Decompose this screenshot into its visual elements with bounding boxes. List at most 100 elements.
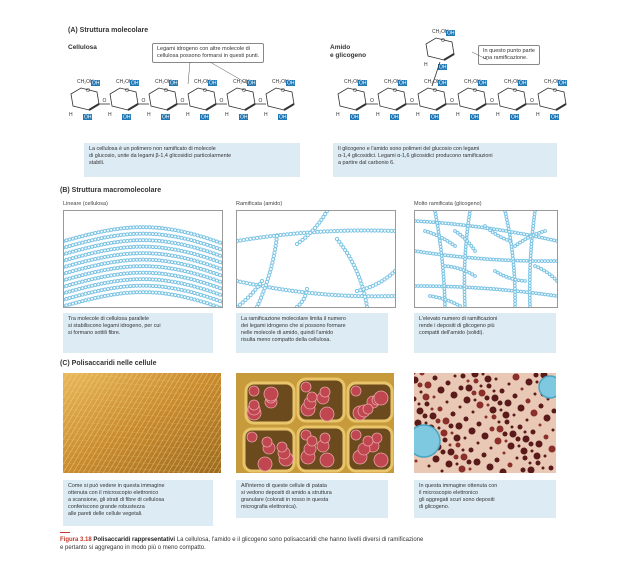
starch-granule [362,435,374,447]
glucose-bead [303,293,308,298]
glucose-bead [74,294,78,299]
glucose-bead [166,292,171,297]
cellulose-fiber [63,396,221,410]
oh-highlight [558,80,567,86]
glucose-bead [221,300,222,304]
glycogen-deposit [455,462,459,466]
glucose-bead [539,259,544,263]
glucose-bead [112,266,117,271]
glucose-bead [157,251,162,256]
glycogen-deposit [525,378,533,386]
linear-label: Lineare (cellulosa) [63,201,108,207]
glucose-bead [463,250,468,255]
cellulose-micrograph [63,373,221,473]
caption-line: si stabiliscono legami idrogeno, per cui [68,323,161,329]
glucose-bead [208,302,213,307]
glycogen-deposit [440,429,448,437]
oh-label: OH [519,81,527,87]
glucose-bead [509,244,514,249]
glucose-bead [115,226,120,231]
oh-highlight [239,114,248,120]
glucose-bead [83,265,88,270]
glucose-bead [488,228,492,233]
glucose-bead [141,270,146,275]
glucose-bead [118,265,123,270]
glucose-bead [321,214,326,220]
glucose-bead [512,280,517,285]
glucose-bead [122,239,126,244]
figure-text-line: e pertanto si aggregano in modo più o me… [60,545,206,551]
glucose-bead [298,231,303,236]
glucose-bead [255,284,260,289]
glucose-bead [364,304,370,307]
hydrogen-label: H [536,112,540,118]
glycogen-deposit [437,406,443,412]
glucose-bead [337,239,342,244]
caption-line: il microscopio elettronico [419,490,479,496]
cellulose-fiber [63,373,119,466]
glycogen-deposit [520,387,524,391]
branched-label: Ramificata (amido) [236,201,283,207]
glucose-bead [476,256,481,261]
glucose-bead [431,220,436,225]
glucose-bead [498,228,502,232]
ring-bond [166,103,178,111]
glucose-bead [202,287,206,292]
glucose-bead [555,259,557,263]
glucose-bead [182,269,187,274]
glucose-bead [440,221,445,225]
glycogen-deposit [458,405,462,409]
oh-highlight [200,114,209,120]
glucose-bead [471,246,476,251]
glucose-bead [189,264,194,269]
glucose-bead [341,245,346,250]
glucose-bead [277,286,282,292]
glucose-bead [150,231,155,236]
glucose-bead [186,276,190,281]
cellulose-fiber [172,392,221,473]
glucose-bead [546,237,550,241]
glucose-bead [461,223,466,228]
glucose-bead [359,281,364,286]
glucose-bead [440,235,444,240]
glycogen-deposit [528,441,534,447]
glucose-bead [176,241,181,246]
cellulose-fiber [122,373,184,473]
glucose-bead [205,268,210,273]
glucose-bead [441,274,446,279]
glycogen-deposit [504,439,508,443]
glycogen-deposit [424,381,432,389]
glycogen-deposit [479,384,483,388]
hydrogen-label: H [264,112,268,118]
glucose-bead [537,231,542,235]
glucose-bead [122,291,126,296]
glucose-bead [131,257,136,262]
glucose-bead [115,285,120,290]
glucose-bead [520,238,525,243]
glucose-bead [90,296,94,301]
cellulose-fiber [202,442,221,473]
glycogen-deposit [437,386,445,394]
glycogen-deposit [471,373,479,378]
highly-branched-caption: L'elevato numero di ramificazioni rende … [414,313,556,353]
glucose-bead [513,230,517,235]
glucose-bead [125,258,130,263]
glucose-bead [433,212,438,216]
glucose-bead [134,283,139,288]
glucose-bead [160,265,165,270]
glucose-bead [218,247,222,252]
glucose-bead [205,294,210,299]
glucose-bead [102,229,107,234]
glucose-bead [483,224,487,228]
glucose-bead [510,253,515,258]
glucose-bead [362,291,367,296]
glucose-bead [379,279,384,284]
glucose-bead [449,253,453,258]
glucose-bead [549,237,553,242]
glucose-bead [186,263,190,268]
glycogen-deposit [424,421,428,425]
cellulose-fiber [63,373,104,441]
glucose-bead [176,228,181,233]
glucose-bead [173,234,178,239]
glucose-bead [176,248,181,253]
